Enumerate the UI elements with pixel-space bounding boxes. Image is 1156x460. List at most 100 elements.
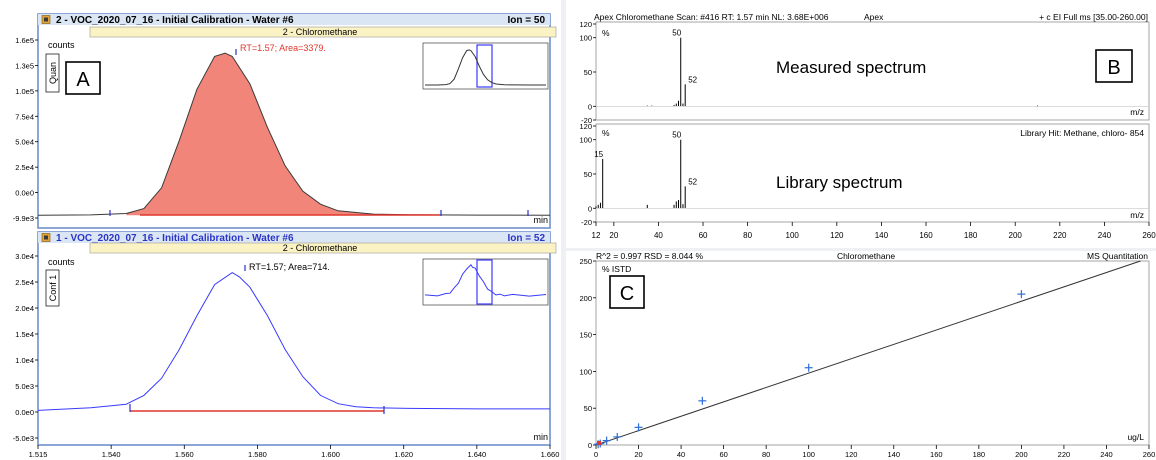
calibration-x-tick-label: 140 (888, 450, 901, 459)
mz-x-tick-label: 120 (830, 231, 844, 240)
mz-x-tick-label: 220 (1053, 231, 1067, 240)
conf-y-tick-label: 1.0e4 (15, 356, 34, 365)
conf-peak-annotation: RT=1.57; Area=714. (249, 262, 330, 272)
quan-y-tick-label: 0.0e0 (15, 189, 34, 198)
panel-label-a (65, 61, 101, 95)
chromatogram-icon (41, 233, 51, 242)
calibration-x-tick-label: 20 (634, 450, 642, 459)
mz-x-tick-label: 140 (875, 231, 889, 240)
measured-x-unit: m/z (1130, 107, 1144, 117)
conf-y-tick-label: 5.0e3 (15, 382, 34, 391)
mz-x-tick-label: 260 (1142, 231, 1156, 240)
quan-y-tick-label: 5.0e4 (15, 138, 34, 147)
spectrum-pane: Apex Chloromethane Scan: #416 RT: 1.57 m… (566, 12, 1156, 459)
horizontal-splitter[interactable] (566, 248, 1156, 251)
calibration-x-tick-label: 100 (802, 450, 815, 459)
spectrum-header-left: Apex Chloromethane Scan: #416 RT: 1.57 m… (594, 12, 829, 22)
chromatogram-icon (41, 15, 51, 24)
conf-ion-label: Ion = 52 (507, 233, 545, 244)
library-x-unit: m/z (1130, 210, 1144, 220)
conf-y-tick-label: 2.0e4 (15, 304, 34, 313)
spectrum-header-right: + c EI Full ms [35.00-260.00] (1039, 12, 1148, 22)
library-frame (595, 123, 1150, 223)
conf-thumbnail[interactable] (422, 258, 549, 306)
quan-chromatogram[interactable]: 2 - VOC_2020_07_16 - Initial Calibration… (0, 0, 560, 229)
calibration-y-tick-label: 200 (579, 294, 592, 303)
calibration-x-unit: ug/L (1127, 432, 1144, 442)
calibration-point (1017, 290, 1026, 299)
retention-time-axis: 1.515 1.540 1.560 1.580 1.600 1.620 1.640 1.660 (29, 445, 559, 459)
measured-y-tick-label: -20 (581, 116, 592, 125)
mz-x-tick-label: 200 (1009, 231, 1023, 240)
conf-y-tick-label: 1.5e4 (15, 330, 34, 339)
calibration-header-middle: Chloromethane (837, 251, 895, 261)
rt-x-tick-label: 1.600 (321, 450, 340, 459)
mz-axis: 12 20 40 60 80 100 120 140 160 180 200 220 240 260 (592, 222, 1156, 240)
quan-y-label: counts (48, 40, 75, 50)
conf-chromatogram[interactable]: 1 - VOC_2020_07_16 - Initial Calibration… (13, 231, 560, 459)
mz-x-tick-label: 40 (654, 231, 663, 240)
quan-side-tag-text: Quan (48, 62, 58, 84)
conf-y-tick-label: 2.5e4 (15, 278, 34, 287)
quan-side-tag (45, 53, 60, 93)
calibration-x-tick-label: 220 (1058, 450, 1071, 459)
quan-y-tick-label: 1.6e5 (15, 36, 34, 45)
calibration-point (613, 432, 622, 441)
quan-y-axis: 1.6e5 1.3e5 1.0e5 7.5e4 5.0e4 2.5e4 0.0e0 -9.9e… (13, 36, 38, 223)
mz-x-tick-label: 160 (919, 231, 933, 240)
conf-y-tick-label: -5.0e3 (13, 434, 34, 443)
calibration-x-tick-label: 0 (594, 450, 598, 459)
quan-y-tick-label: 1.0e5 (15, 87, 34, 96)
quan-y-tick-label: 1.3e5 (15, 61, 34, 70)
quan-thumbnail[interactable] (422, 42, 549, 90)
conf-side-tag (45, 269, 60, 307)
rt-x-tick-label: 1.560 (175, 450, 194, 459)
conf-y-axis: 3.0e4 2.5e4 2.0e4 1.5e4 1.0e4 5.0e3 0.0e0 -5.0e… (13, 252, 38, 443)
quan-trace (37, 52, 551, 216)
quan-peak-area (126, 53, 409, 216)
calibration-x-axis: 0 20 40 60 80 100 120 140 160 180 200 220 240 260 (594, 445, 1155, 459)
calibration-curve[interactable]: R^2 = 0.997 RSD = 8.044 % Chloromethane … (579, 251, 1155, 459)
conf-y-tick-label: 0.0e0 (15, 408, 34, 417)
mz-x-tick-label: 100 (786, 231, 800, 240)
quan-y-tick-label: 7.5e4 (15, 112, 34, 121)
calibration-y-tick-label: 50 (584, 404, 592, 413)
panel-label-c (609, 275, 645, 309)
library-peak-label: 50 (672, 131, 681, 140)
library-y-tick-label: -20 (581, 218, 592, 227)
quan-peak-annotation: RT=1.57; Area=3379. (240, 43, 326, 53)
library-y-axis: 120 100 50 0 -20 (579, 122, 596, 227)
mz-x-tick-label: 80 (743, 231, 752, 240)
measured-y-tick-label: 0 (588, 102, 592, 111)
quan-ion-label: Ion = 50 (507, 15, 545, 26)
conf-side-tag-text: Conf 1 (48, 275, 58, 302)
calibration-x-tick-label: 260 (1143, 450, 1156, 459)
calibration-point (698, 396, 707, 405)
library-hit: Library Hit: Methane, chloro- 854 (1020, 128, 1144, 138)
measured-spectrum-label: Measured spectrum (776, 58, 926, 77)
conf-y-label: counts (48, 257, 75, 267)
calibration-y-tick-label: 250 (579, 257, 592, 266)
mz-x-tick-label: 20 (609, 231, 618, 240)
calibration-header-left: R^2 = 0.997 RSD = 8.044 % (596, 251, 703, 261)
mz-x-tick-label: 180 (964, 231, 978, 240)
calibration-y-tick-label: 150 (579, 331, 592, 340)
rt-x-tick-label: 1.515 (29, 450, 48, 459)
conf-header-title: 1 - VOC_2020_07_16 - Initial Calibration… (56, 233, 294, 244)
calibration-y-unit: % ISTD (602, 264, 631, 274)
calibration-x-tick-label: 80 (762, 450, 770, 459)
conf-y-tick-label: 3.0e4 (15, 252, 34, 261)
vertical-splitter[interactable] (561, 0, 566, 460)
library-spectrum[interactable]: 120 100 50 0 -20 % Library Hit: Methane, chl… (579, 122, 1156, 240)
calibration-x-tick-label: 240 (1100, 450, 1113, 459)
rt-x-tick-label: 1.580 (248, 450, 267, 459)
library-y-tick-label: 50 (584, 170, 592, 179)
calibration-plot (594, 260, 1141, 449)
measured-spectrum[interactable]: 120 100 50 0 -20 % 50 52 Measured spectrum m/… (579, 20, 1150, 125)
panel-label-b-text: B (1107, 57, 1120, 79)
calibration-x-tick-label: 180 (973, 450, 986, 459)
chromatogram-pane: 2 - VOC_2020_07_16 - Initial Calibration… (0, 0, 566, 460)
measured-peak-label: 52 (688, 75, 697, 84)
calibration-fit-line (595, 260, 1141, 446)
calibration-point (804, 363, 813, 372)
